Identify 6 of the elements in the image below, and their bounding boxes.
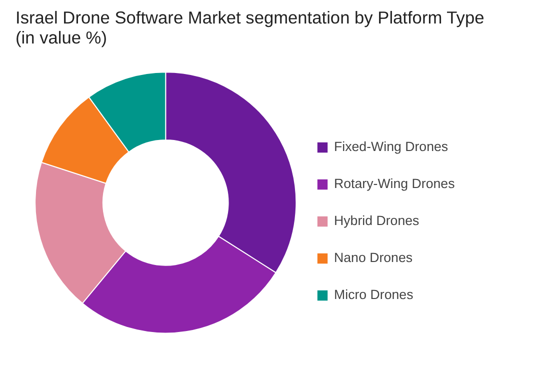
- legend-label: Hybrid Drones: [334, 213, 420, 228]
- legend-label: Rotary-Wing Drones: [334, 176, 455, 191]
- legend-label: Nano Drones: [334, 250, 413, 265]
- chart-title: Israel Drone Software Market segmentation by Platform Type (in value %): [16, 8, 484, 48]
- legend-label: Micro Drones: [334, 287, 414, 302]
- legend-label: Fixed-Wing Drones: [334, 139, 448, 154]
